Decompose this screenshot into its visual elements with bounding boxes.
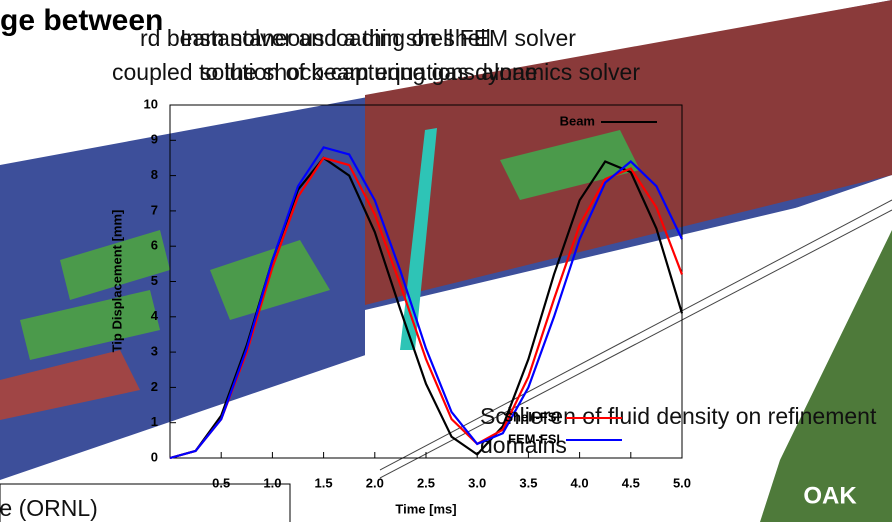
x-axis-label: Time [ms] (395, 501, 456, 516)
subtitle: coupled to the shock-capturing gas dynam… (112, 59, 640, 85)
series-line (169, 146, 683, 460)
y-tick-label: 8 (151, 167, 158, 182)
y-tick-label: 6 (151, 238, 158, 253)
caption-box: Schlieren of fluid density on refinement… (480, 403, 877, 458)
y-tick-label: 9 (151, 132, 158, 147)
x-tick-label: 1.5 (315, 475, 333, 490)
legend-label: Shell-FSI (504, 409, 560, 424)
y-tick-label: 10 (144, 96, 158, 111)
y-tick-label: 0 (151, 449, 158, 464)
subtitle: rd beam solver and a thin shell FEM solv… (140, 25, 576, 51)
x-tick-label: 3.5 (519, 475, 537, 490)
credit-box (0, 483, 291, 522)
subtitle: Instantaneous loading on shell (180, 25, 491, 51)
y-tick-label: 5 (151, 273, 158, 288)
green-patch (20, 290, 160, 360)
red-patch (0, 350, 140, 420)
heading: ge between (0, 4, 163, 37)
x-tick-label: 3.0 (468, 475, 486, 490)
series-line (169, 156, 684, 460)
y-tick-label: 1 (151, 414, 158, 429)
green-patch (210, 240, 330, 320)
x-tick-label: 1.0 (263, 475, 281, 490)
y-tick-label: 7 (151, 202, 158, 217)
y-tick-label: 2 (151, 379, 158, 394)
x-tick-label: 2.0 (366, 475, 384, 490)
y-tick-label: 3 (151, 344, 158, 359)
x-tick-label: 5.0 (673, 475, 691, 490)
logo-text: OAK (803, 482, 857, 509)
y-tick-label: 4 (151, 308, 159, 323)
green-patch (60, 230, 170, 300)
legend-label: Beam (560, 113, 595, 128)
subtitle: solution of beam equations alone (200, 59, 538, 85)
caption: Schlieren of fluid density on refinement… (480, 403, 877, 458)
credit: dike (ORNL) (0, 495, 98, 521)
legend-label: FEM-FSI (508, 431, 560, 446)
logo-shape (760, 230, 892, 522)
x-tick-label: 4.0 (571, 475, 589, 490)
x-tick-label: 0.5 (212, 475, 230, 490)
x-tick-label: 2.5 (417, 475, 435, 490)
green-patch (500, 130, 640, 200)
x-tick-label: 4.5 (622, 475, 640, 490)
y-axis-label: Tip Displacement [mm] (109, 210, 124, 353)
